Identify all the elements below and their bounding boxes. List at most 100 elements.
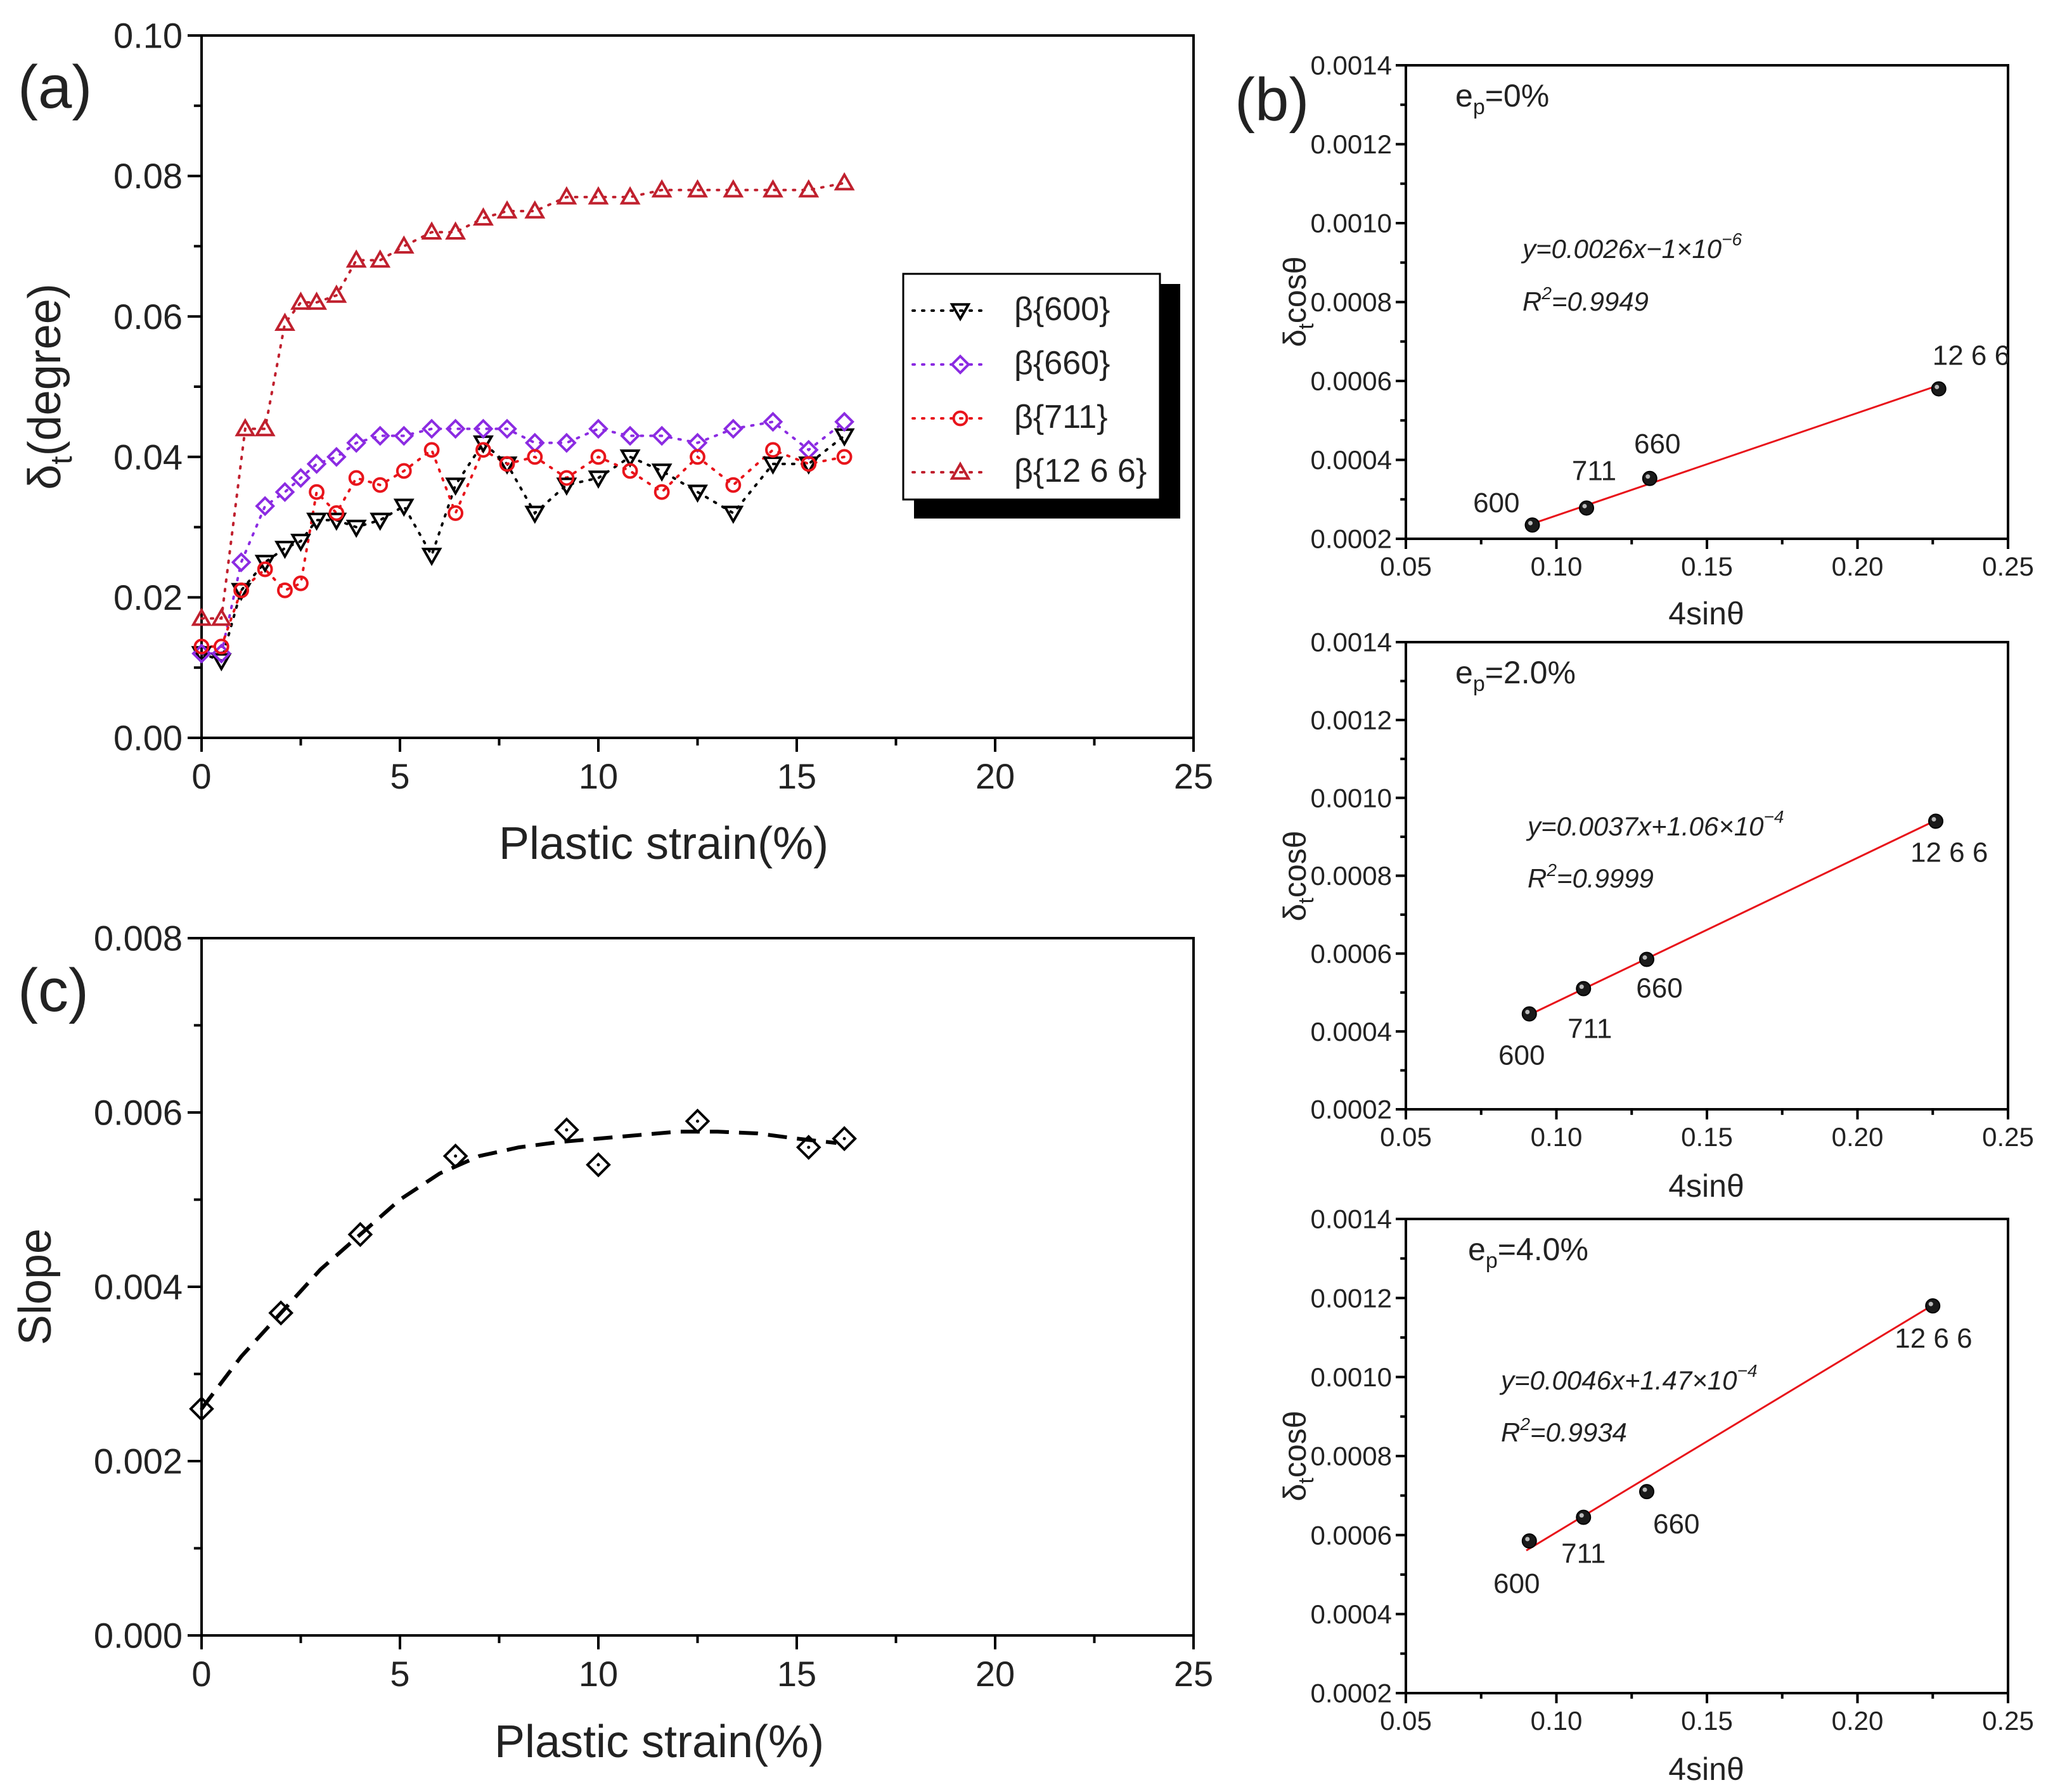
b1-y-tick-label: 0.0002 <box>1311 524 1392 554</box>
legend-label-600: β{600} <box>1014 291 1110 328</box>
legend-marker-1 <box>950 354 970 375</box>
data-point-highlight <box>1931 817 1936 822</box>
ep-label-b3-sub: p <box>1486 1249 1498 1273</box>
data-points-b2 <box>1521 813 1943 1022</box>
data-point-highlight <box>1579 984 1584 989</box>
point-label: 600 <box>1473 487 1519 519</box>
data-point-s3 <box>393 235 415 254</box>
data-point-s0 <box>345 519 367 538</box>
slope-markers-c <box>189 1108 857 1422</box>
r2-b2-main: R <box>1528 863 1547 893</box>
r2-b3: R2=0.9934 <box>1501 1414 1627 1447</box>
data-points-b3 <box>1521 1298 1941 1549</box>
slope-point-center <box>454 1154 458 1158</box>
y-axis-label-b2: δtcosθ <box>1277 831 1318 922</box>
data-point-s3 <box>306 292 327 310</box>
b3-y-tick-label: 0.0012 <box>1311 1283 1392 1313</box>
ep-label-b3-rest: =4.0% <box>1498 1232 1588 1267</box>
a-x-tick-label: 5 <box>390 756 409 796</box>
b3-y-tick-label: 0.0010 <box>1311 1362 1392 1392</box>
slope-point <box>347 1222 373 1247</box>
slope-point-center <box>358 1233 362 1236</box>
data-point-s3 <box>651 179 673 198</box>
y-axis-label-a-sub: t <box>45 456 79 464</box>
plot-frame-b1 <box>1405 64 2009 540</box>
point-label: 711 <box>1572 455 1616 486</box>
slope-point <box>685 1108 711 1134</box>
r2-b1-sup: 2 <box>1541 283 1552 303</box>
data-point-s1 <box>620 425 640 446</box>
b1-x-tick-label: 0.20 <box>1832 551 1884 581</box>
fit-line <box>1529 383 1942 526</box>
y-axis-label-b1: δtcosθ <box>1277 257 1318 347</box>
data-point-s0 <box>445 477 467 496</box>
y-axis-label-b3-rest: cosθ <box>1277 1411 1313 1478</box>
c-y-tick-label: 0.008 <box>94 919 183 958</box>
y-axis-label-a-main: δ <box>20 465 70 490</box>
data-point-s0 <box>687 484 708 503</box>
data-point-s3 <box>421 221 442 240</box>
legend-label-711: β{711} <box>1014 399 1108 435</box>
data-point-s3 <box>290 292 311 310</box>
data-point <box>1521 1533 1537 1549</box>
slope-point <box>189 1396 214 1422</box>
series-markers-a <box>191 172 855 672</box>
data-point-s1 <box>652 425 672 446</box>
a-x-tick-label: 10 <box>579 756 618 796</box>
c-x-tick-label: 15 <box>777 1654 816 1694</box>
data-point-highlight <box>1582 503 1587 508</box>
point-label: 660 <box>1653 1509 1699 1540</box>
x-axis-label-a: Plastic strain(%) <box>499 818 828 869</box>
data-point-s0 <box>191 646 212 665</box>
b2-x-tick-label: 0.10 <box>1531 1122 1583 1152</box>
data-point <box>1639 951 1654 967</box>
data-point-s0 <box>274 541 295 559</box>
b2-y-tick-label: 0.0012 <box>1311 706 1392 735</box>
data-point-s0 <box>210 653 232 672</box>
y-axis-label-b2-rest: cosθ <box>1277 831 1313 898</box>
data-point-s3 <box>235 418 256 437</box>
slope-point-center <box>200 1407 203 1410</box>
data-point <box>1925 1298 1941 1314</box>
data-point-s0 <box>723 505 744 524</box>
data-point-highlight <box>1642 955 1647 960</box>
legend-a: β{600} β{660} β{711} β{12 6 6} <box>902 273 1180 519</box>
data-point-s3 <box>254 418 276 437</box>
r2-b3-sup: 2 <box>1519 1414 1530 1434</box>
data-point <box>1576 981 1592 996</box>
b2-x-tick-label: 0.15 <box>1681 1122 1733 1152</box>
y-axis-label-a-rest: (degree) <box>20 283 70 456</box>
slope-point <box>832 1126 857 1152</box>
slope-point-center <box>596 1163 600 1166</box>
a-y-tick-label: 0.04 <box>113 437 183 477</box>
point-label: 12 6 6 <box>1895 1323 1972 1354</box>
c-x-tick-label: 0 <box>191 1654 211 1694</box>
y-axis-label-b3-main: δ <box>1277 1484 1313 1502</box>
b2-y-tick-label: 0.0010 <box>1311 783 1392 813</box>
data-point-s2 <box>257 561 273 577</box>
equation-b3-main: y=0.0046x+1.47×10 <box>1499 1365 1737 1395</box>
data-point-s0 <box>651 463 673 482</box>
data-point-s2 <box>328 505 345 521</box>
data-point-s0 <box>619 449 641 468</box>
fit-line-b2 <box>1526 818 1940 1017</box>
data-point-s1 <box>346 432 366 453</box>
b3-x-tick-label: 0.05 <box>1380 1706 1432 1736</box>
r2-b3-rest: =0.9934 <box>1530 1417 1627 1447</box>
data-point-s2 <box>348 470 364 486</box>
data-point-s0 <box>762 456 783 475</box>
data-point-highlight <box>1579 1513 1584 1518</box>
ep-label-b3: ep=4.0% <box>1468 1232 1588 1273</box>
data-point-s1 <box>231 552 252 572</box>
data-point <box>1928 813 1943 829</box>
data-point <box>1579 500 1594 516</box>
b2-x-tick-label: 0.20 <box>1832 1122 1884 1152</box>
data-point-s1 <box>255 496 275 517</box>
data-point-s2 <box>725 477 742 493</box>
y-axis-label-b2-sub: t <box>1294 898 1318 904</box>
data-point-s3 <box>834 172 855 191</box>
data-point-s1 <box>588 418 608 439</box>
a-y-tick-label: 0.06 <box>113 297 183 337</box>
data-point-s1 <box>306 454 327 474</box>
